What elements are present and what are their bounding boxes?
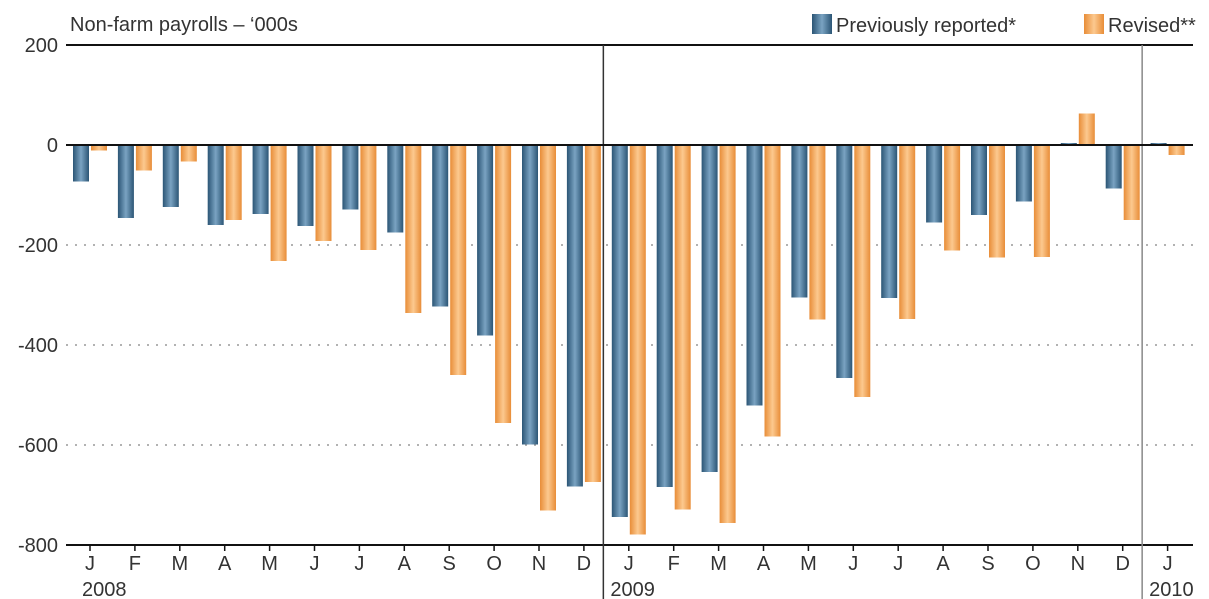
x-tick-label: J (354, 553, 364, 575)
y-tick-label: -400 (18, 335, 58, 357)
x-tick-label: A (218, 553, 232, 575)
bar-revised (809, 145, 826, 320)
bar-previously-reported (1105, 145, 1122, 189)
x-tick-label: M (800, 553, 817, 575)
x-tick-label: A (398, 553, 412, 575)
bar-revised (540, 145, 556, 511)
x-tick-label: N (1071, 553, 1085, 575)
bar-previously-reported (432, 145, 449, 307)
legend: Previously reported* Revised** (812, 14, 1196, 37)
bar-previously-reported (701, 145, 718, 472)
x-tick-label: S (981, 553, 994, 575)
year-label: 2009 (610, 579, 655, 599)
bar-previously-reported (252, 145, 269, 214)
bars (73, 113, 1185, 535)
bar-previously-reported (611, 145, 628, 517)
bar-revised (360, 145, 377, 250)
x-tick-label: F (129, 553, 141, 575)
bar-revised (629, 145, 646, 535)
bar-previously-reported (926, 145, 943, 223)
x-tick-label: O (1025, 553, 1041, 575)
bar-previously-reported (73, 145, 89, 182)
y-tick-label: 200 (25, 35, 58, 57)
x-tick-label: N (532, 553, 546, 575)
bar-previously-reported (117, 145, 134, 218)
bar-revised (989, 145, 1005, 258)
year-label: 2010 (1149, 579, 1194, 599)
x-tick-label: M (261, 553, 278, 575)
bar-revised (315, 145, 332, 241)
legend-revised: Revised** (1084, 14, 1196, 37)
x-tick-label: M (171, 553, 188, 575)
bar-revised (225, 145, 242, 220)
bar-revised (135, 145, 152, 171)
bar-previously-reported (477, 145, 494, 336)
bar-previously-reported (162, 145, 179, 207)
bar-revised (270, 145, 287, 261)
bar-revised (180, 145, 197, 162)
bar-previously-reported (342, 145, 359, 210)
x-tick-label: J (85, 553, 95, 575)
y-tick-label: -800 (18, 535, 58, 557)
bar-previously-reported (971, 145, 987, 215)
legend-swatch-previously-reported (812, 14, 832, 34)
bar-previously-reported (207, 145, 224, 225)
bar-revised (854, 145, 871, 397)
bar-revised (899, 145, 916, 319)
bar-previously-reported (746, 145, 763, 406)
x-tick-label: D (1115, 553, 1129, 575)
legend-swatch-revised (1084, 14, 1104, 34)
bar-previously-reported (522, 145, 538, 445)
x-tick-label: F (668, 553, 680, 575)
year-labels: 2008 2009 2010 (82, 579, 1194, 599)
bar-revised (944, 145, 961, 251)
bar-revised (495, 145, 512, 423)
y-tick-label: -200 (18, 235, 58, 257)
year-label: 2008 (82, 579, 127, 599)
x-tick-label: D (577, 553, 591, 575)
y-axis-ticks: 200 0 -200 -400 -600 -800 (18, 35, 58, 557)
x-tick-label: O (486, 553, 502, 575)
bar-previously-reported (836, 145, 853, 378)
bar-revised (1123, 145, 1140, 220)
x-tick-label: J (624, 553, 634, 575)
bar-revised (450, 145, 467, 375)
x-tick-label: J (848, 553, 858, 575)
bar-revised (764, 145, 781, 437)
x-tick-label: A (757, 553, 771, 575)
legend-label-revised: Revised** (1108, 15, 1196, 37)
legend-previously-reported: Previously reported* (812, 14, 1016, 37)
legend-label-previously-reported: Previously reported* (836, 15, 1016, 37)
x-tick-label: J (893, 553, 903, 575)
year-separators (602, 45, 1143, 599)
bar-revised (719, 145, 736, 523)
x-tick-label: J (310, 553, 320, 575)
bar-previously-reported (297, 145, 314, 226)
bar-previously-reported (791, 145, 808, 298)
x-tick-label: S (443, 553, 456, 575)
bar-revised (91, 145, 107, 151)
chart-title: Non-farm payrolls – ‘000s (70, 14, 298, 36)
gridlines (66, 44, 1193, 546)
bar-revised (1168, 145, 1185, 155)
x-tick-label: M (710, 553, 727, 575)
bar-previously-reported (656, 145, 673, 487)
bar-revised (405, 145, 422, 313)
y-tick-label: -600 (18, 435, 58, 457)
bar-revised (1078, 113, 1095, 145)
bar-previously-reported (566, 145, 583, 487)
x-tick-label: J (1163, 553, 1173, 575)
bar-revised (674, 145, 691, 510)
bar-previously-reported (387, 145, 404, 233)
bar-previously-reported (881, 145, 898, 298)
x-tick-label: A (936, 553, 950, 575)
bar-revised (1033, 145, 1050, 257)
bar-revised (584, 145, 601, 482)
bar-previously-reported (1015, 145, 1032, 202)
y-tick-label: 0 (47, 135, 58, 157)
